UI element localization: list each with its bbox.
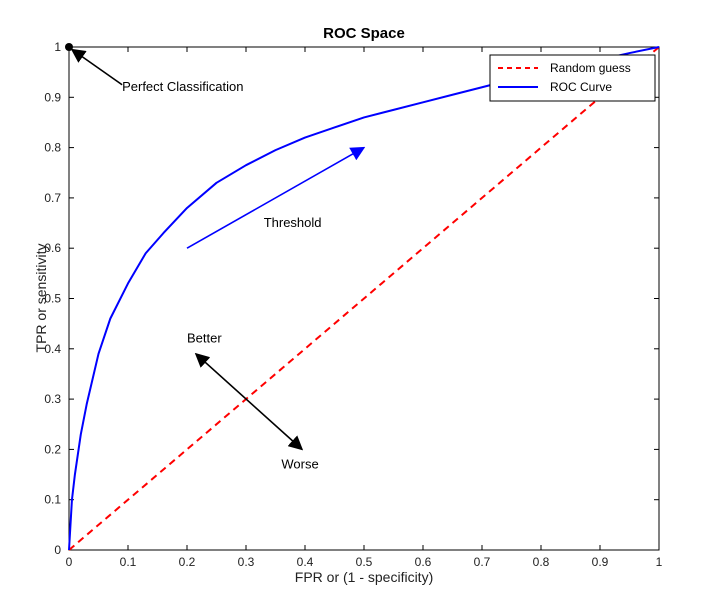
y-tick-label: 0.2 (44, 442, 61, 456)
y-tick-label: 0.4 (44, 342, 61, 356)
y-tick-label: 0.9 (44, 90, 61, 104)
x-tick-label: 0.3 (238, 555, 255, 569)
chart-title: ROC Space (323, 25, 405, 42)
y-tick-label: 0 (54, 543, 61, 557)
x-tick-label: 0.1 (120, 555, 137, 569)
perfect-classification-arrow (70, 48, 123, 86)
legend-label-roc-curve: ROC Curve (550, 80, 612, 94)
y-axis-title: TPR or sensitivity (33, 244, 49, 353)
x-tick-label: 0.7 (474, 555, 491, 569)
annotation-perfect-classification: Perfect Classification (122, 79, 243, 94)
y-tick-label: 0.5 (44, 292, 61, 306)
legend-label-random-guess: Random guess (550, 61, 631, 75)
x-tick-label: 0.4 (297, 555, 314, 569)
x-tick-label: 0.9 (592, 555, 609, 569)
annotation-threshold: Threshold (264, 215, 322, 230)
y-tick-label: 0.1 (44, 493, 61, 507)
x-tick-label: 0.6 (415, 555, 432, 569)
x-tick-label: 0.8 (533, 555, 550, 569)
annotation-worse: Worse (281, 456, 318, 471)
x-tick-label: 0.5 (356, 555, 373, 569)
x-tick-label: 1 (656, 555, 663, 569)
y-tick-label: 1 (54, 40, 61, 54)
threshold-arrow (186, 146, 366, 249)
x-axis-title: FPR or (1 - specificity) (295, 569, 433, 585)
series-line-random-guess (68, 46, 660, 551)
y-tick-label: 0.6 (44, 241, 61, 255)
plot-area: 0 0.1 0.2 0.3 0.4 0.5 0.6 0.7 0.8 0.9 1 0 0.1 0.2 0.3 0… (44, 40, 662, 569)
y-tick-label: 0.8 (44, 141, 61, 155)
better-worse-arrow (194, 352, 304, 451)
legend-box (489, 54, 656, 102)
x-tick-label: 0 (66, 555, 73, 569)
y-tick-label: 0.7 (44, 191, 61, 205)
annotation-better: Better (187, 331, 222, 346)
x-tick-label: 0.2 (179, 555, 196, 569)
legend: Random guess ROC Curve (489, 54, 656, 102)
perfect-point-marker (65, 43, 73, 51)
y-tick-label: 0.3 (44, 392, 61, 406)
